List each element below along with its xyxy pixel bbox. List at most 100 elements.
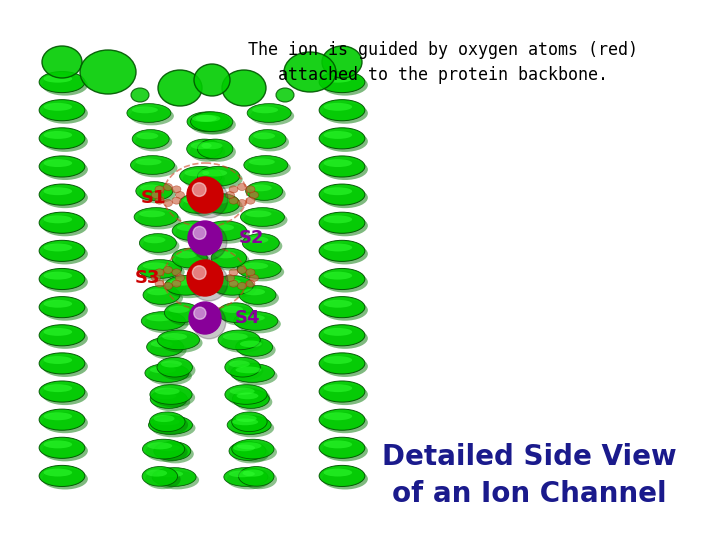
Ellipse shape — [135, 159, 161, 165]
Ellipse shape — [322, 103, 368, 124]
Ellipse shape — [247, 104, 291, 123]
Ellipse shape — [243, 234, 279, 252]
Ellipse shape — [209, 224, 234, 231]
Ellipse shape — [179, 194, 215, 213]
Ellipse shape — [276, 88, 294, 102]
Ellipse shape — [164, 303, 200, 322]
Ellipse shape — [43, 131, 72, 139]
Circle shape — [193, 226, 206, 239]
Ellipse shape — [204, 194, 240, 213]
Ellipse shape — [155, 280, 164, 287]
Ellipse shape — [43, 384, 72, 392]
Ellipse shape — [225, 192, 235, 199]
Ellipse shape — [148, 442, 172, 449]
Ellipse shape — [230, 388, 255, 395]
Circle shape — [188, 221, 222, 255]
Ellipse shape — [145, 470, 181, 489]
Circle shape — [194, 307, 206, 319]
Text: S4: S4 — [235, 309, 261, 327]
Ellipse shape — [168, 306, 189, 313]
Ellipse shape — [172, 280, 181, 287]
Ellipse shape — [246, 237, 282, 255]
Text: S2: S2 — [239, 229, 265, 247]
Ellipse shape — [319, 100, 365, 121]
Ellipse shape — [172, 221, 215, 241]
Ellipse shape — [147, 288, 169, 295]
Ellipse shape — [237, 442, 261, 449]
Ellipse shape — [202, 170, 228, 177]
Ellipse shape — [157, 444, 194, 463]
Ellipse shape — [39, 184, 85, 205]
Ellipse shape — [168, 306, 203, 326]
Ellipse shape — [194, 115, 236, 134]
Ellipse shape — [131, 88, 149, 102]
Ellipse shape — [148, 367, 192, 386]
Circle shape — [187, 177, 223, 213]
Ellipse shape — [42, 440, 88, 461]
Ellipse shape — [134, 208, 178, 226]
Ellipse shape — [43, 441, 72, 448]
Ellipse shape — [215, 251, 236, 258]
Ellipse shape — [43, 300, 72, 308]
Text: Detailed Side View
of an Ion Channel: Detailed Side View of an Ion Channel — [382, 443, 677, 508]
Ellipse shape — [233, 367, 277, 386]
Ellipse shape — [214, 279, 256, 298]
Ellipse shape — [230, 363, 274, 382]
Ellipse shape — [319, 353, 365, 374]
Ellipse shape — [323, 159, 352, 167]
Ellipse shape — [322, 75, 368, 96]
Ellipse shape — [130, 156, 174, 174]
Ellipse shape — [237, 393, 258, 399]
Ellipse shape — [175, 224, 217, 244]
Ellipse shape — [42, 272, 88, 293]
Ellipse shape — [146, 314, 172, 321]
Ellipse shape — [39, 128, 85, 149]
Ellipse shape — [43, 469, 72, 476]
Ellipse shape — [238, 199, 246, 206]
Ellipse shape — [250, 192, 258, 199]
Ellipse shape — [176, 274, 184, 281]
Ellipse shape — [250, 274, 258, 281]
Ellipse shape — [247, 159, 291, 177]
Ellipse shape — [211, 248, 246, 268]
Ellipse shape — [252, 106, 278, 113]
Ellipse shape — [42, 131, 88, 152]
Ellipse shape — [172, 197, 181, 204]
Ellipse shape — [323, 244, 352, 252]
Ellipse shape — [323, 413, 352, 420]
Ellipse shape — [234, 312, 278, 330]
Ellipse shape — [322, 356, 368, 377]
Ellipse shape — [322, 215, 368, 237]
Ellipse shape — [154, 442, 191, 461]
Ellipse shape — [218, 303, 253, 322]
Ellipse shape — [155, 388, 180, 395]
Ellipse shape — [137, 211, 181, 229]
Ellipse shape — [151, 418, 196, 437]
Ellipse shape — [194, 64, 230, 96]
Ellipse shape — [319, 240, 365, 261]
Ellipse shape — [42, 384, 88, 405]
Ellipse shape — [229, 360, 250, 368]
Ellipse shape — [246, 181, 283, 200]
Ellipse shape — [204, 221, 246, 241]
Ellipse shape — [190, 115, 233, 134]
Ellipse shape — [232, 418, 258, 426]
Ellipse shape — [161, 360, 182, 368]
Ellipse shape — [235, 442, 277, 462]
Ellipse shape — [155, 471, 199, 489]
Ellipse shape — [323, 300, 352, 308]
Ellipse shape — [222, 70, 266, 106]
Ellipse shape — [322, 187, 368, 208]
Ellipse shape — [323, 384, 352, 392]
Ellipse shape — [150, 367, 176, 373]
Ellipse shape — [322, 131, 368, 152]
Ellipse shape — [42, 412, 88, 433]
Ellipse shape — [151, 274, 161, 281]
Ellipse shape — [42, 356, 88, 377]
Ellipse shape — [184, 170, 210, 177]
Ellipse shape — [143, 286, 180, 305]
Ellipse shape — [163, 282, 173, 289]
Ellipse shape — [214, 251, 250, 271]
Ellipse shape — [42, 103, 88, 124]
Ellipse shape — [319, 128, 365, 149]
